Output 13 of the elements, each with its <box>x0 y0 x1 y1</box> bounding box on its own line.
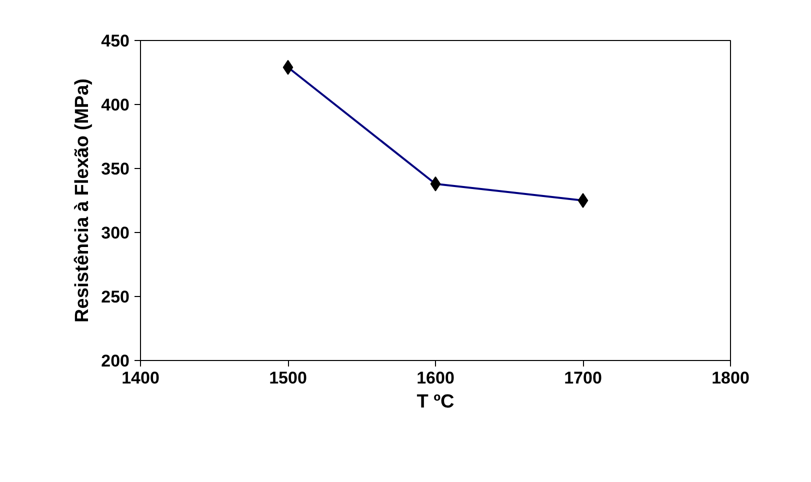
x-tick-label: 1700 <box>564 368 602 388</box>
x-tick-label: 1800 <box>712 368 750 388</box>
x-tick-label: 1500 <box>269 368 307 388</box>
y-tick-label: 350 <box>101 160 130 178</box>
y-axis-title: Resistência à Flexão (MPa) <box>72 78 94 322</box>
x-tick-label: 1600 <box>416 368 454 388</box>
y-tick-label: 450 <box>101 32 130 50</box>
y-tick-label: 400 <box>101 96 130 114</box>
y-tick-label: 300 <box>101 224 130 242</box>
y-tick-label: 250 <box>101 288 130 306</box>
x-axis-title: T ºC <box>416 392 455 412</box>
x-tick-label: 1400 <box>122 368 160 388</box>
y-tick-label: 200 <box>101 352 130 370</box>
